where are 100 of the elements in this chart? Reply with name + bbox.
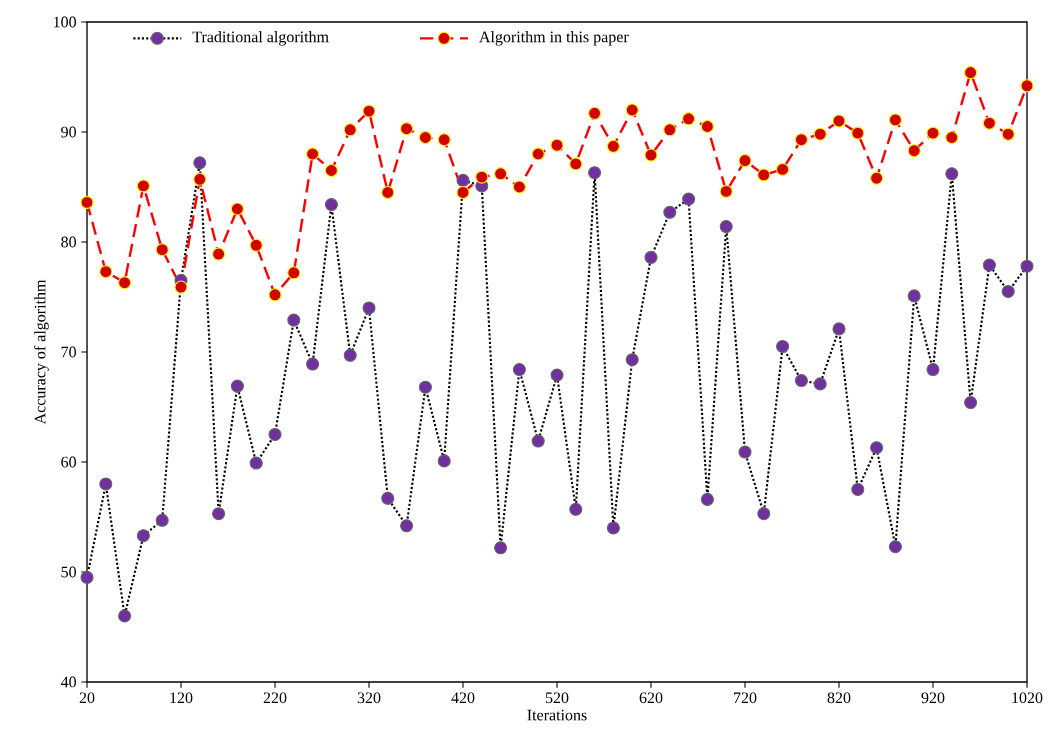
y-tick-label: 70 [61,346,76,358]
x-tick-label: 420 [451,692,475,704]
x-tick-label: 620 [639,692,663,704]
point [99,265,113,279]
point [80,570,94,585]
point [794,133,808,147]
point [569,157,583,171]
point [456,173,470,187]
point [249,238,263,252]
point [964,396,978,410]
point [1020,259,1034,273]
point [776,162,790,176]
point [700,492,714,506]
point [644,250,658,264]
point [287,313,301,327]
point [588,106,602,120]
point [136,179,150,193]
point [907,289,921,303]
point [437,454,451,468]
point [155,243,169,257]
point [588,166,602,180]
point [1020,79,1034,93]
point [606,139,620,153]
y-tick-label: 90 [61,126,76,138]
point [381,491,395,505]
point [682,112,696,126]
point [682,192,696,206]
legend-label: Traditional algorithm [192,31,329,46]
point [343,123,357,137]
point [926,363,940,377]
x-tick-label: 20 [79,692,95,704]
point [400,519,414,533]
point [437,133,451,147]
x-tick-label: 820 [827,692,851,704]
point [418,380,432,394]
point [982,258,996,272]
point [663,123,677,137]
point [794,374,808,388]
x-tick-label: 520 [545,692,569,704]
point [212,507,226,521]
y-tick-label: 40 [60,676,76,688]
point [644,148,658,162]
point [813,127,827,141]
point [381,185,395,200]
point [888,540,902,554]
x-tick-label: 720 [734,692,757,704]
point [625,353,639,367]
point [907,144,921,158]
x-tick-label: 920 [921,692,945,704]
point [832,322,846,336]
point [324,198,338,212]
y-tick-label: 50 [61,566,76,578]
point [663,205,677,219]
x-tick-label: 320 [357,692,381,704]
x-axis-title: Iterations [527,709,587,721]
point [306,147,320,161]
point [230,379,244,393]
y-tick-label: 80 [61,236,76,248]
y-tick-label: 100 [54,16,76,28]
point [362,301,376,315]
point [757,507,771,521]
point [155,513,169,527]
point [870,171,884,185]
point [531,147,545,161]
point [193,156,207,170]
point [738,445,752,459]
point [456,185,470,200]
point [512,363,526,377]
point [719,220,733,234]
point [418,130,432,145]
point [249,456,263,470]
point [832,114,846,128]
point [888,113,902,127]
point [606,521,620,535]
point [475,170,489,184]
point [776,339,790,354]
y-tick-label: 60 [61,456,76,468]
point [945,167,959,181]
point [230,202,244,216]
point [99,477,113,491]
point [569,502,583,516]
point [738,154,752,168]
point [531,434,545,448]
point [870,441,884,455]
point [400,122,414,136]
point [964,66,978,80]
point [174,280,188,294]
point [851,482,865,497]
point [212,247,226,261]
point [287,266,301,280]
point [851,126,865,140]
point [268,288,282,302]
point [343,348,357,362]
point [362,104,376,118]
point [982,116,996,130]
x-tick-label: 1020 [1012,692,1043,704]
x-tick-label: 220 [263,692,287,704]
point [512,180,526,194]
point [80,195,94,209]
point [118,609,132,623]
